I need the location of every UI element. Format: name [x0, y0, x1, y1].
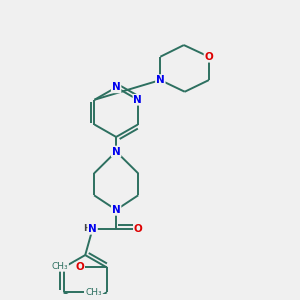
Text: N: N — [112, 82, 121, 92]
Text: H: H — [83, 224, 91, 233]
Text: N: N — [112, 205, 121, 215]
Text: N: N — [112, 146, 121, 157]
Text: CH₃: CH₃ — [52, 262, 69, 272]
Text: CH₃: CH₃ — [85, 288, 102, 297]
Text: N: N — [134, 95, 142, 105]
Text: O: O — [134, 224, 142, 234]
Text: N: N — [88, 224, 97, 234]
Text: O: O — [75, 262, 84, 272]
Text: O: O — [205, 52, 213, 62]
Text: N: N — [156, 75, 165, 85]
